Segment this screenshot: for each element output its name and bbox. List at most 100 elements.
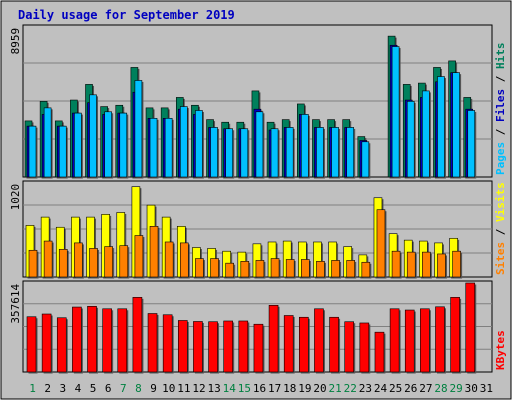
x-tick-label: 9 [150,382,157,395]
bar-pages-rect [225,128,233,178]
x-tick-label: 19 [298,382,311,395]
y-max-label: 8959 [9,28,22,55]
legend-entry: Sites [494,242,507,275]
bar-kbytes [404,309,416,374]
bar-kbytes [162,314,174,374]
bar-kbytes-rect [41,313,52,373]
x-tick-label: 10 [162,382,175,395]
y-max-label: 357614 [9,283,22,323]
bar-kbytes [374,331,386,374]
bar-pages [331,127,341,179]
bar-pages [74,112,83,179]
bar-kbytes-rect [359,322,370,373]
bar-sites [422,251,432,279]
bar-kbytes-rect [238,320,249,373]
bar-pages-rect [285,127,294,178]
bar-sites [346,260,357,279]
x-tick-label: 29 [450,382,463,395]
bar-sites-rect [452,250,461,278]
bar-sites [119,245,130,279]
x-tick-label: 24 [374,382,388,395]
x-tick-label: 27 [419,382,432,395]
bar-sites [376,209,387,279]
bar-kbytes [208,321,220,374]
bar-kbytes [359,322,371,374]
bar-kbytes-rect [374,331,385,373]
bar-kbytes-rect [314,308,324,373]
bar-sites-rect [240,261,250,278]
bar-sites-rect [422,251,431,278]
bar-pages-rect [361,141,370,178]
legend-entry: / [494,222,507,242]
bar-sites [391,250,402,279]
bar-pages-rect [240,128,249,178]
bar-pages-rect [301,114,309,178]
bar-sites [58,249,69,279]
bar-kbytes [299,316,310,374]
bar-kbytes [147,313,159,374]
bar-kbytes-rect [208,321,218,373]
bar-kbytes-rect [420,308,430,373]
x-tick-label: 23 [359,382,372,395]
x-tick-label: 20 [313,382,326,395]
bar-pages [149,118,159,179]
bar-pages-rect [149,118,158,178]
bar-sites-rect [74,242,83,278]
bar-sites [210,258,221,279]
bar-sites-rect [270,258,280,278]
bar-kbytes-rect [283,315,294,373]
panel-hits-files-pages: 8959 Pages / Files / Hits [9,24,507,179]
x-tick-label: 25 [389,382,402,395]
bar-kbytes-rect [193,321,203,373]
bar-pages-rect [422,90,430,178]
bar-kbytes [72,306,83,374]
bar-kbytes-rect [465,282,476,373]
bar-kbytes-rect [404,309,415,373]
bar-sites-rect [391,250,401,278]
x-tick-label: 18 [283,382,296,395]
series-legend: Pages / Files / Hits [494,43,507,176]
bar-kbytes-rect [450,297,460,373]
bar-sites [164,241,175,279]
bar-kbytes-rect [253,323,264,373]
x-tick-label: 26 [404,382,417,395]
bar-pages-rect [58,125,67,178]
bar-sites-rect [376,209,386,278]
bar-sites-rect [119,245,129,278]
bar-pages [210,127,220,179]
legend-entry: Visits [494,182,507,222]
bar-kbytes [314,308,325,374]
bar-pages-rect [179,106,188,178]
y-max-label: 1020 [9,184,22,211]
bar-sites-rect [316,261,325,278]
bar-kbytes [329,316,341,374]
bar-sites [195,258,205,279]
x-tick-label: 8 [135,382,142,395]
x-tick-label: 30 [465,382,478,395]
bar-sites [104,246,115,279]
bar-pages-rect [331,127,339,178]
bar-sites [437,253,447,279]
bar-kbytes-rect [26,316,37,373]
panel-kbytes: 357614 KBytes [9,280,507,374]
bar-sites-rect [437,253,446,278]
bar-pages [28,125,38,179]
bar-kbytes [177,320,189,374]
bar-kbytes-rect [268,305,279,373]
x-tick-label: 28 [434,382,447,395]
x-tick-label: 14 [223,382,237,395]
bar-pages [406,101,416,179]
bar-sites [43,240,54,279]
panel-visits-sites: 1020 Sites / Visits [9,180,507,279]
bar-pages-rect [104,111,112,178]
bar-pages-rect [134,80,143,178]
bar-pages [104,111,114,179]
legend-entry: / [494,122,507,142]
bar-pages [301,114,310,179]
bar-pages-rect [391,46,400,178]
bar-pages [195,110,204,179]
bar-pages-rect [270,128,279,178]
bar-sites [301,259,311,279]
